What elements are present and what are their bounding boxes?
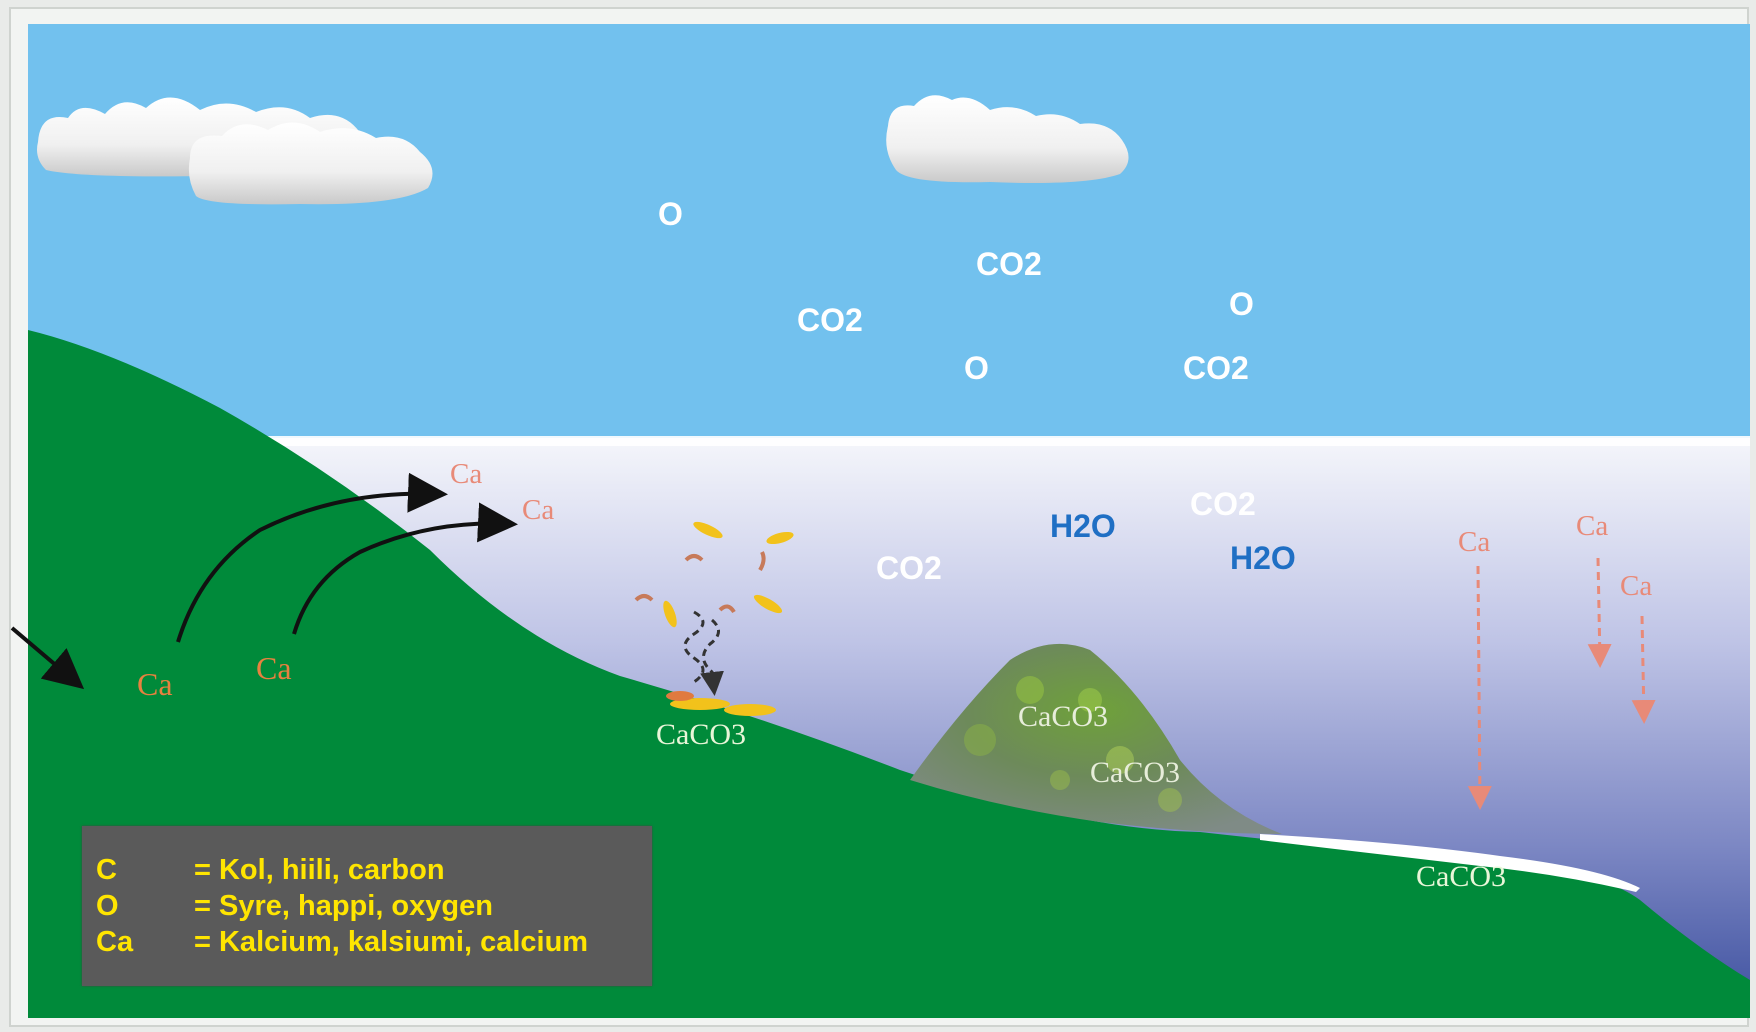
limestone-mound [910, 643, 1282, 834]
weathering-arrow-1 [176, 472, 448, 643]
sinking-arrow [700, 618, 724, 696]
ca-released-label-2: Ca [522, 494, 555, 526]
weathering-arrow-2 [292, 502, 518, 635]
oxygen-label-3: O [964, 350, 989, 386]
ca-sinking-arrow-3 [1631, 615, 1656, 724]
ca-sinking-label-2: Ca [1576, 510, 1609, 542]
ca-sinking-arrow-1 [1467, 565, 1492, 810]
legend-symbol: O [96, 890, 119, 922]
water-surface [28, 436, 1750, 446]
caco3-label-mound-1: CaCO3 [1018, 700, 1108, 733]
inflow-arrow [10, 626, 85, 690]
legend-definition: = Kalcium, kalsiumi, calcium [194, 926, 589, 958]
oxygen-label-2: O [1229, 286, 1254, 322]
caco3-label-shells: CaCO3 [656, 718, 746, 751]
co2-label-2: CO2 [797, 302, 863, 338]
sinking-path [683, 610, 705, 684]
shell-fragments [634, 521, 794, 716]
co2-label-1: CO2 [976, 246, 1042, 282]
legend-definition: = Kol, hiili, carbon [194, 854, 445, 886]
mound-texture [964, 676, 1182, 812]
cloud-right [886, 95, 1129, 183]
caco3-label-mound-2: CaCO3 [1090, 756, 1180, 789]
ca-sinking-arrow-2 [1587, 557, 1612, 668]
legend-symbol: Ca [96, 926, 134, 958]
cloud-left [37, 97, 433, 205]
co2-water-label-1: CO2 [1190, 486, 1256, 522]
h2o-label-1: H2O [1050, 508, 1116, 544]
sky [28, 24, 1750, 444]
caco3-label-sediment: CaCO3 [1416, 860, 1506, 893]
ca-land-label-2: Ca [256, 650, 292, 686]
sediment-layer [1260, 834, 1640, 892]
ca-land-label-1: Ca [137, 666, 173, 702]
co2-label-3: CO2 [1183, 350, 1249, 386]
legend-box: C = Kol, hiili, carbon O = Syre, happi, … [82, 826, 652, 986]
legend-definition: = Syre, happi, oxygen [194, 890, 493, 922]
ca-sinking-label-3: Ca [1620, 570, 1653, 602]
legend-symbol: C [96, 854, 117, 886]
oxygen-label-1: O [658, 196, 683, 232]
co2-water-label-2: CO2 [876, 550, 942, 586]
h2o-label-2: H2O [1230, 540, 1296, 576]
ca-released-label-1: Ca [450, 458, 483, 490]
ca-sinking-label-1: Ca [1458, 526, 1491, 558]
